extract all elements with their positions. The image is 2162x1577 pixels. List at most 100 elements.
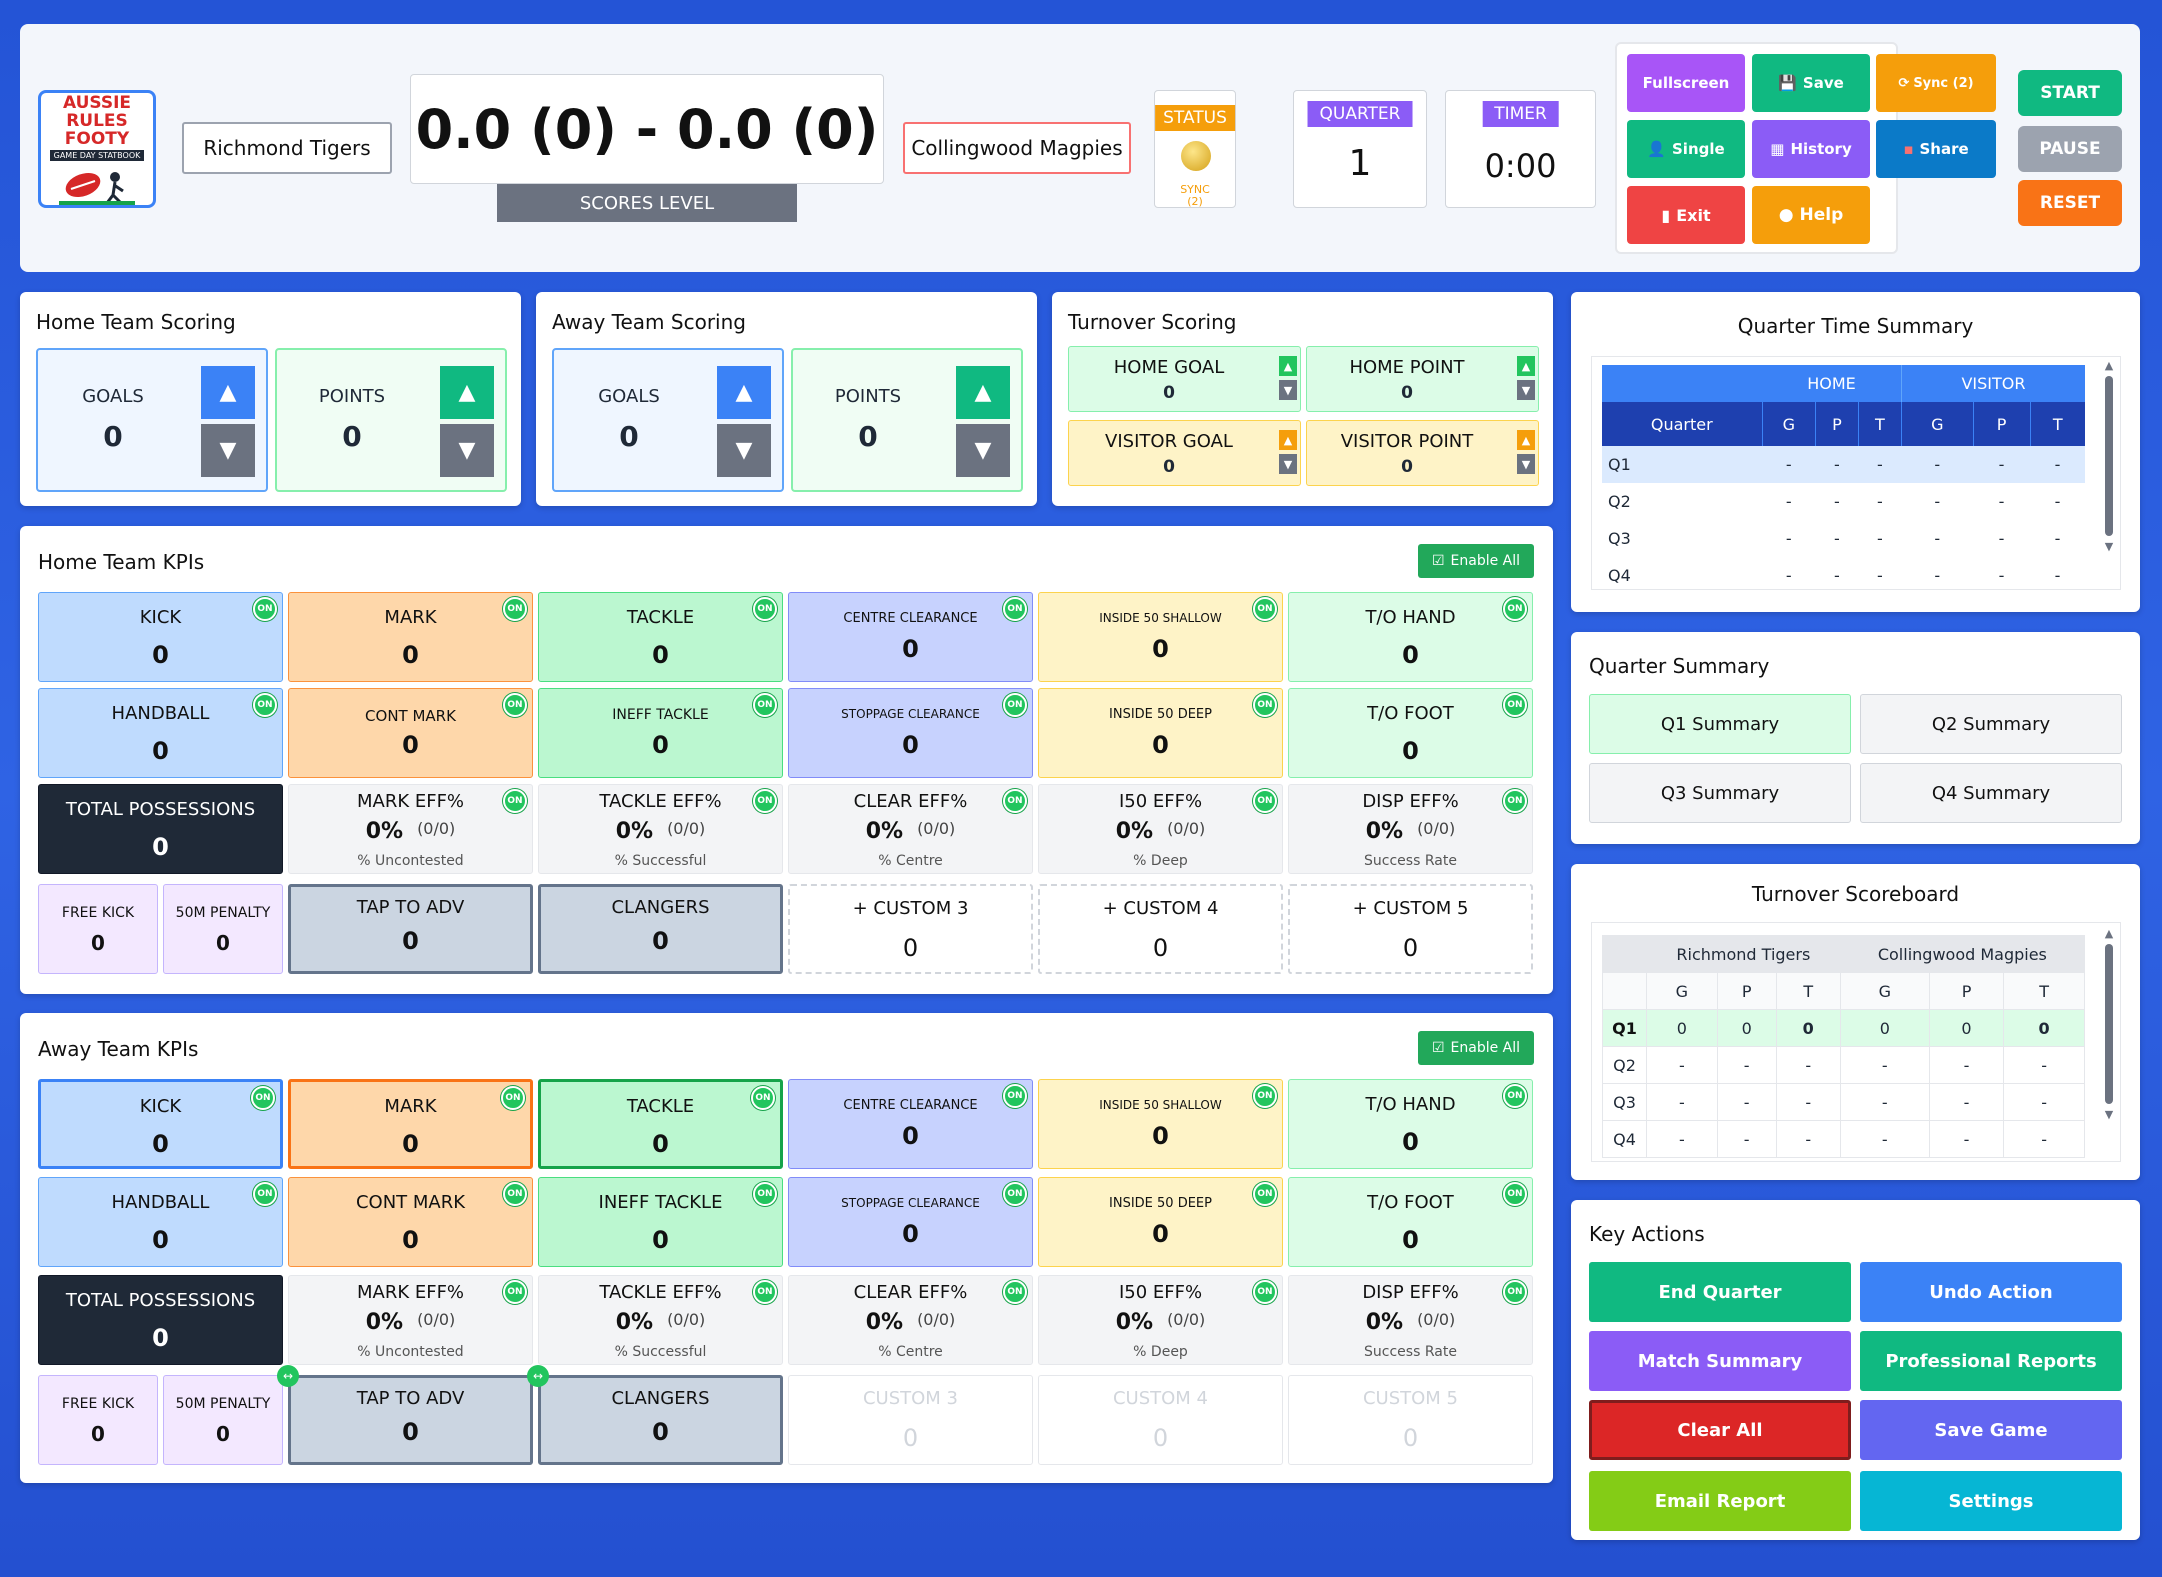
away-kpi-custom3[interactable]: CUSTOM 3 0: [788, 1375, 1033, 1465]
scroll-up-icon[interactable]: ▲: [2104, 927, 2114, 940]
home-points-up-button[interactable]: ▲: [440, 366, 494, 419]
toggle-on-icon[interactable]: ON: [753, 693, 777, 717]
exit-button[interactable]: ▮ Exit: [1627, 186, 1745, 244]
scrollbar[interactable]: ▲ ▼: [2102, 927, 2116, 1157]
home-kpi-clangers[interactable]: CLANGERS 0: [538, 884, 783, 974]
away-enable-all-button[interactable]: ☑ Enable All: [1418, 1031, 1534, 1065]
home-kpi-centre-clearance[interactable]: CENTRE CLEARANCE 0 ON: [788, 592, 1033, 682]
home-kpi-50m-penalty[interactable]: 50M PENALTY 0: [163, 884, 283, 974]
home-kpi-inside50-deep[interactable]: INSIDE 50 DEEP 0 ON: [1038, 688, 1283, 778]
scroll-down-icon[interactable]: ▼: [2104, 540, 2114, 553]
toggle-on-icon[interactable]: ON: [1503, 1084, 1527, 1108]
toggle-on-icon[interactable]: ON: [1253, 1084, 1277, 1108]
professional-reports-button[interactable]: Professional Reports: [1860, 1331, 2122, 1391]
toggle-on-icon[interactable]: ON: [753, 1280, 777, 1304]
home-kpi-to-hand[interactable]: T/O HAND 0 ON: [1288, 592, 1533, 682]
home-kpi-free-kick[interactable]: FREE KICK 0: [38, 884, 158, 974]
clear-all-button[interactable]: Clear All: [1589, 1400, 1851, 1460]
home-kpi-ineff-tackle[interactable]: INEFF TACKLE 0 ON: [538, 688, 783, 778]
scrollbar-thumb[interactable]: [2105, 944, 2113, 1104]
home-kpi-custom5[interactable]: + CUSTOM 5 0: [1288, 884, 1533, 974]
q1-summary-button[interactable]: Q1 Summary: [1589, 694, 1851, 754]
turnover-home-point-up-button[interactable]: ▲: [1517, 356, 1535, 376]
turnover-visitor-point-down-button[interactable]: ▼: [1517, 454, 1535, 474]
drag-handle-icon[interactable]: ↔: [527, 1365, 549, 1387]
toggle-on-icon[interactable]: ON: [501, 1086, 525, 1110]
toggle-on-icon[interactable]: ON: [753, 597, 777, 621]
toggle-on-icon[interactable]: ON: [1503, 1182, 1527, 1206]
scroll-down-icon[interactable]: ▼: [2104, 1108, 2114, 1121]
help-button[interactable]: ● Help: [1752, 186, 1870, 244]
toggle-on-icon[interactable]: ON: [1503, 693, 1527, 717]
away-kpi-cont-mark[interactable]: CONT MARK 0 ON: [288, 1177, 533, 1267]
away-kpi-custom5[interactable]: CUSTOM 5 0: [1288, 1375, 1533, 1465]
home-kpi-to-foot[interactable]: T/O FOOT 0 ON: [1288, 688, 1533, 778]
toggle-on-icon[interactable]: ON: [1503, 597, 1527, 621]
home-goals-down-button[interactable]: ▼: [201, 424, 255, 477]
home-kpi-kick[interactable]: KICK 0 ON: [38, 592, 283, 682]
turnover-visitor-goal-down-button[interactable]: ▼: [1279, 454, 1297, 474]
toggle-on-icon[interactable]: ON: [1003, 1084, 1027, 1108]
home-enable-all-button[interactable]: ☑ Enable All: [1418, 544, 1534, 578]
toggle-on-icon[interactable]: ON: [251, 1086, 275, 1110]
toggle-on-icon[interactable]: ON: [253, 1182, 277, 1206]
away-kpi-centre-clearance[interactable]: CENTRE CLEARANCE 0 ON: [788, 1079, 1033, 1169]
away-kpi-mark[interactable]: MARK 0 ON: [288, 1079, 533, 1169]
home-kpi-mark[interactable]: MARK 0 ON: [288, 592, 533, 682]
toggle-on-icon[interactable]: ON: [503, 1182, 527, 1206]
drag-handle-icon[interactable]: ↔: [277, 1365, 299, 1387]
toggle-on-icon[interactable]: ON: [1503, 1280, 1527, 1304]
scrollbar-thumb[interactable]: [2105, 376, 2113, 536]
q3-summary-button[interactable]: Q3 Summary: [1589, 763, 1851, 823]
away-kpi-handball[interactable]: HANDBALL 0 ON: [38, 1177, 283, 1267]
home-kpi-handball[interactable]: HANDBALL 0 ON: [38, 688, 283, 778]
away-points-down-button[interactable]: ▼: [956, 424, 1010, 477]
fullscreen-button[interactable]: Fullscreen: [1627, 54, 1745, 112]
pause-button[interactable]: PAUSE: [2018, 126, 2122, 172]
away-team-name[interactable]: Collingwood Magpies: [903, 122, 1131, 174]
away-kpi-tap-to-adv[interactable]: TAP TO ADV 0: [288, 1375, 533, 1465]
scrollbar[interactable]: ▲ ▼: [2102, 359, 2116, 587]
start-button[interactable]: START: [2018, 70, 2122, 116]
away-kpi-ineff-tackle[interactable]: INEFF TACKLE 0 ON: [538, 1177, 783, 1267]
toggle-on-icon[interactable]: ON: [1003, 1280, 1027, 1304]
toggle-on-icon[interactable]: ON: [1003, 789, 1027, 813]
turnover-visitor-goal-up-button[interactable]: ▲: [1279, 430, 1297, 450]
email-report-button[interactable]: Email Report: [1589, 1471, 1851, 1531]
home-kpi-stoppage-clearance[interactable]: STOPPAGE CLEARANCE 0 ON: [788, 688, 1033, 778]
share-button[interactable]: ▪ Share: [1876, 120, 1996, 178]
toggle-on-icon[interactable]: ON: [503, 693, 527, 717]
turnover-home-goal-up-button[interactable]: ▲: [1279, 356, 1297, 376]
q4-summary-button[interactable]: Q4 Summary: [1860, 763, 2122, 823]
toggle-on-icon[interactable]: ON: [503, 1280, 527, 1304]
toggle-on-icon[interactable]: ON: [503, 597, 527, 621]
save-game-button[interactable]: Save Game: [1860, 1400, 2122, 1460]
toggle-on-icon[interactable]: ON: [253, 597, 277, 621]
toggle-on-icon[interactable]: ON: [753, 1182, 777, 1206]
toggle-on-icon[interactable]: ON: [1253, 1182, 1277, 1206]
sync-button[interactable]: ⟳ Sync (2): [1876, 54, 1996, 112]
away-kpi-custom4[interactable]: CUSTOM 4 0: [1038, 1375, 1283, 1465]
home-kpi-tap-to-adv[interactable]: TAP TO ADV 0: [288, 884, 533, 974]
match-summary-button[interactable]: Match Summary: [1589, 1331, 1851, 1391]
home-goals-up-button[interactable]: ▲: [201, 366, 255, 419]
away-kpi-50m-penalty[interactable]: 50M PENALTY 0: [163, 1375, 283, 1465]
away-goals-down-button[interactable]: ▼: [717, 424, 771, 477]
single-button[interactable]: 👤 Single: [1627, 120, 1745, 178]
away-kpi-stoppage-clearance[interactable]: STOPPAGE CLEARANCE 0 ON: [788, 1177, 1033, 1267]
reset-button[interactable]: RESET: [2018, 180, 2122, 226]
away-goals-up-button[interactable]: ▲: [717, 366, 771, 419]
toggle-on-icon[interactable]: ON: [1253, 789, 1277, 813]
history-button[interactable]: ▦ History: [1752, 120, 1870, 178]
home-kpi-custom4[interactable]: + CUSTOM 4 0: [1038, 884, 1283, 974]
away-kpi-free-kick[interactable]: FREE KICK 0: [38, 1375, 158, 1465]
away-kpi-inside50-deep[interactable]: INSIDE 50 DEEP 0 ON: [1038, 1177, 1283, 1267]
home-kpi-cont-mark[interactable]: CONT MARK 0 ON: [288, 688, 533, 778]
home-kpi-inside50-shallow[interactable]: INSIDE 50 SHALLOW 0 ON: [1038, 592, 1283, 682]
toggle-on-icon[interactable]: ON: [1003, 1182, 1027, 1206]
turnover-visitor-point-up-button[interactable]: ▲: [1517, 430, 1535, 450]
away-kpi-inside50-shallow[interactable]: INSIDE 50 SHALLOW 0 ON: [1038, 1079, 1283, 1169]
undo-action-button[interactable]: Undo Action: [1860, 1262, 2122, 1322]
toggle-on-icon[interactable]: ON: [1003, 597, 1027, 621]
home-points-down-button[interactable]: ▼: [440, 424, 494, 477]
